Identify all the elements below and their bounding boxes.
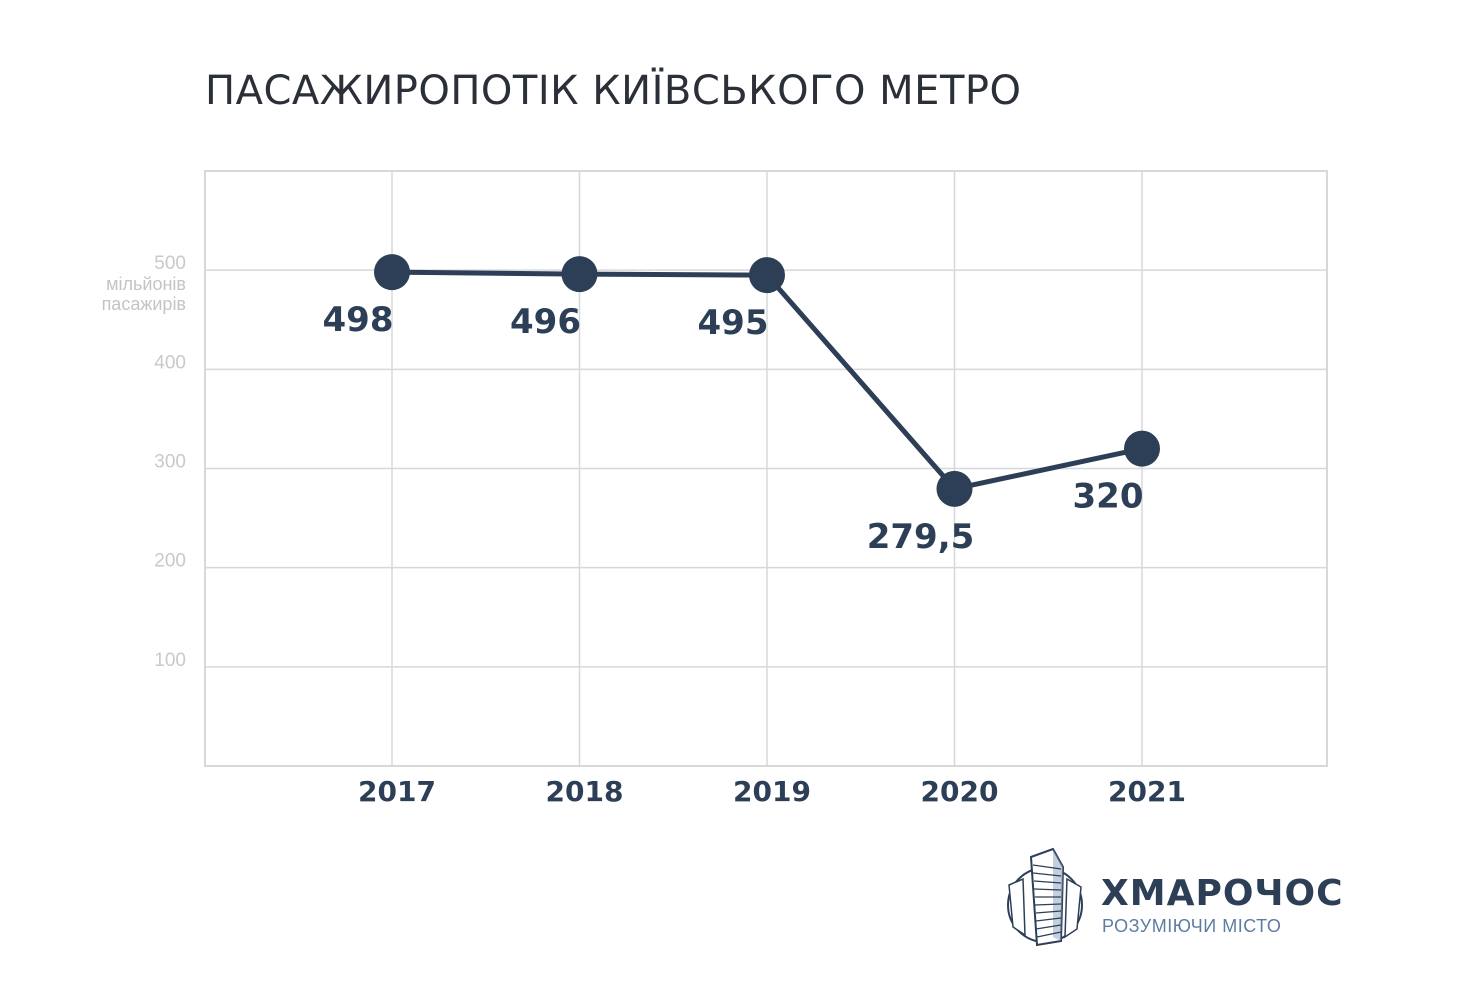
data-point-2019 — [749, 257, 785, 294]
data-label-2017: 498 — [323, 300, 394, 340]
x-tick-2020: 2020 — [921, 775, 999, 808]
data-point-2020 — [936, 470, 973, 507]
data-point-2021 — [1124, 430, 1160, 467]
chart-title: ПАСАЖИРОПОТІК КИЇВСЬКОГО МЕТРО — [205, 68, 1022, 114]
y-tick-500: 500 — [154, 253, 186, 274]
x-tick-2017: 2017 — [358, 775, 436, 808]
y-tick-400: 400 — [154, 352, 186, 373]
data-label-2020: 279,5 — [867, 517, 975, 557]
y-tick-200: 200 — [154, 551, 186, 572]
x-axis-ticks: 2017 2018 2019 2020 2021 — [358, 775, 1186, 808]
data-point-2018 — [561, 256, 598, 293]
x-tick-2018: 2018 — [546, 775, 624, 808]
grid — [204, 170, 1328, 767]
skyscraper-icon — [1007, 847, 1083, 947]
x-tick-2021: 2021 — [1108, 775, 1186, 808]
data-points — [374, 254, 1160, 507]
data-label-2018: 496 — [510, 302, 581, 342]
y-tick-300: 300 — [154, 452, 186, 473]
x-tick-2019: 2019 — [733, 775, 811, 808]
y-tick-100: 100 — [154, 650, 186, 671]
brand-tagline: РОЗУМІЮЧИ МІСТО — [1102, 916, 1282, 936]
data-label-2019: 495 — [698, 303, 769, 343]
y-axis-unit-line-2: пасажирів — [102, 294, 186, 314]
brand-name: ХМАРОЧОС — [1101, 873, 1344, 914]
data-labels: 498 496 495 279,5 320 — [323, 300, 1144, 557]
brand-logo: ХМАРОЧОС РОЗУМІЮЧИ МІСТО — [1003, 845, 1343, 955]
y-axis-ticks: 100 200 300 400 500 — [154, 253, 186, 671]
data-point-2017 — [374, 254, 410, 291]
data-label-2021: 320 — [1073, 477, 1144, 517]
y-axis-unit-line-1: мільйонів — [106, 274, 186, 294]
